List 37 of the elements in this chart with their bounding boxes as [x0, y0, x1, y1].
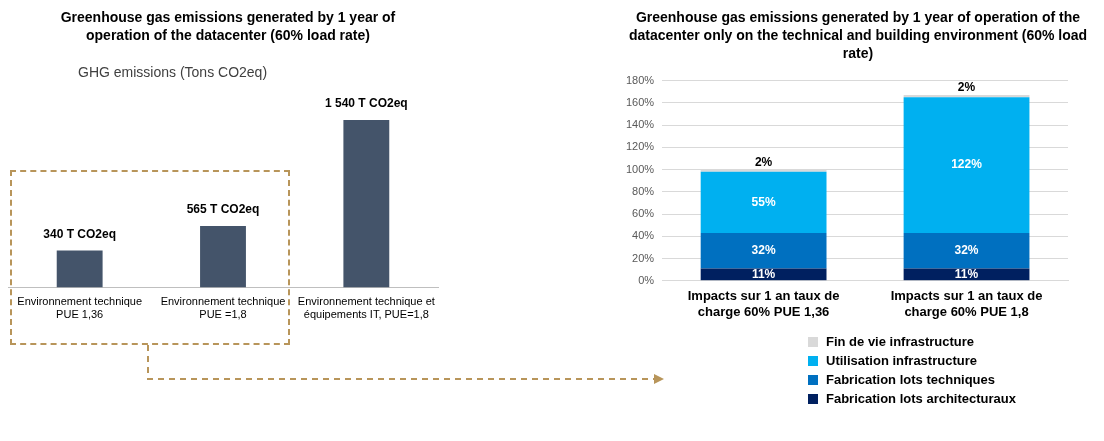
data-label: 55% — [751, 194, 776, 209]
data-label: 2% — [754, 154, 773, 169]
chart-title: Greenhouse gas emissions generated by 1 year of operation of the datacenter (60% load rate) — [59, 8, 397, 44]
y-tick-label: 20% — [632, 251, 655, 264]
chart-subtitle: GHG emissions (Tons CO2eq) — [78, 64, 269, 80]
y-tick-label: 0% — [638, 273, 655, 286]
y-tick-label: 100% — [625, 162, 655, 175]
y-tick-label: 60% — [632, 207, 655, 220]
data-label: 2% — [957, 80, 976, 95]
y-tick-label: 40% — [632, 229, 655, 242]
legend-label: Fabrication lots techniques — [826, 372, 996, 387]
y-tick-label: 160% — [625, 95, 655, 108]
legend-label: Utilisation infrastructure — [826, 353, 977, 368]
data-label: 11% — [954, 266, 979, 281]
y-tick-label: 140% — [625, 118, 655, 131]
bar — [903, 97, 1030, 233]
y-tick-label: 80% — [632, 184, 655, 197]
y-tick-label: 120% — [625, 140, 655, 153]
x-tick-label: Environnement technique et équipements IT, PUE=1,8 — [297, 295, 435, 321]
x-tick-label: Impacts sur 1 an taux de charge 60% PUE 1,36 — [687, 288, 840, 319]
bar — [700, 232, 827, 269]
chart-title: Greenhouse gas emissions generated by 1 year of operation of the datacenter only on the technical and building environment (60% load rate) — [628, 8, 1088, 62]
y-tick-label: 180% — [625, 73, 655, 86]
bar — [700, 171, 827, 233]
legend-label: Fin de vie infrastructure — [826, 334, 975, 349]
data-label: 340 T CO2eq — [43, 226, 117, 241]
data-label: 32% — [954, 243, 979, 258]
data-label: 11% — [751, 266, 776, 281]
legend-label: Fabrication lots architecturaux — [826, 391, 1016, 406]
data-label: 565 T CO2eq — [186, 202, 260, 217]
bar — [903, 232, 1030, 269]
x-tick-label: Environnement technique PUE =1,8 — [160, 295, 286, 321]
x-tick-label: Environnement technique PUE 1,36 — [17, 295, 143, 321]
data-label: 122% — [951, 157, 983, 172]
x-tick-label: Impacts sur 1 an taux de charge 60% PUE 1,8 — [890, 288, 1043, 319]
data-label: 32% — [751, 243, 776, 258]
data-label: 1 540 T CO2eq — [324, 96, 408, 111]
